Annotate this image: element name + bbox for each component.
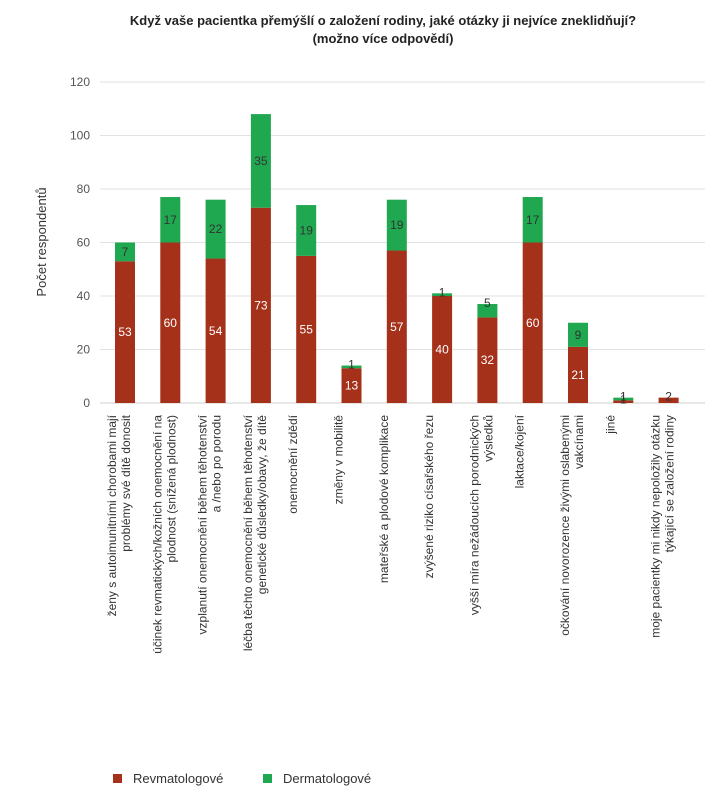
category-label: vzplanutí onemocnění během těhotenstvía … [196, 414, 224, 634]
data-label: 35 [254, 154, 268, 168]
bar-segment [432, 293, 453, 296]
data-label: 55 [300, 322, 314, 336]
data-label: 1 [620, 392, 627, 406]
svg-text:moje pacientky mi nikdy nepolo: moje pacientky mi nikdy nepoložily otázk… [649, 415, 677, 638]
data-label: 5 [484, 296, 491, 310]
bar-segment [477, 304, 498, 318]
legend-swatch [113, 774, 122, 783]
chart-title: Když vaše pacientka přemýšlí o založení … [130, 13, 636, 28]
data-label: 54 [209, 324, 223, 338]
bar-segment [341, 365, 362, 369]
data-label: 53 [118, 325, 132, 339]
category-label: očkování novorozence živými oslabenýmiva… [558, 415, 586, 636]
bar-segment [658, 397, 679, 403]
bar-segment [296, 205, 317, 256]
data-label: 57 [390, 320, 404, 334]
data-label: 17 [164, 213, 178, 227]
legend-label: Dermatologové [283, 771, 371, 786]
bar-segment [522, 242, 543, 403]
category-labels: ženy s autoimunitními chorobami majíprob… [105, 414, 677, 653]
y-tick-label: 80 [77, 182, 91, 196]
svg-text:zvýšené riziko císařského řezu: zvýšené riziko císařského řezu [422, 415, 436, 578]
bar-segment [250, 207, 271, 403]
bar-segment [205, 199, 226, 259]
bar-segment [386, 250, 407, 403]
bar-segment [613, 400, 634, 403]
data-label: 13 [345, 379, 359, 393]
bars [115, 114, 679, 403]
data-label: 9 [575, 328, 582, 342]
bar-segment [205, 258, 226, 403]
legend-label: Revmatologové [133, 771, 223, 786]
category-label: účinek revmatických/kožních onemocnění n… [150, 415, 178, 654]
legend-swatch [263, 774, 272, 783]
svg-text:očkování novorozence živými os: očkování novorozence živými oslabenýmiva… [558, 415, 586, 636]
category-label: jiné [603, 415, 617, 435]
data-labels: 53 7 60 17 54 22 73 35 55 19 13 1 57 19 40 1 32 5 60 17 21 9 1… [118, 154, 672, 406]
data-label: 17 [526, 213, 540, 227]
svg-text:jiné: jiné [603, 415, 617, 435]
bar-segment [160, 242, 181, 403]
data-label: 32 [481, 353, 495, 367]
category-label: ženy s autoimunitními chorobami majíprob… [105, 414, 133, 616]
svg-text:onemocnění zdědí: onemocnění zdědí [286, 414, 300, 513]
y-tick-labels: 0 20 40 60 80 100 120 [70, 75, 90, 410]
category-label: zvýšené riziko císařského řezu [422, 415, 436, 578]
bar-segment [386, 199, 407, 251]
data-label: 21 [571, 368, 585, 382]
svg-text:ženy s autoimunitními chorobam: ženy s autoimunitními chorobami majíprob… [105, 414, 133, 616]
data-label: 73 [254, 298, 268, 312]
bar-segment [296, 255, 317, 403]
bar-segment [432, 296, 453, 403]
data-label: 19 [300, 223, 314, 237]
data-label: 40 [435, 343, 449, 357]
data-label: 2 [665, 390, 672, 404]
data-label: 7 [122, 245, 129, 259]
data-label: 22 [209, 222, 223, 236]
data-label: 60 [526, 316, 540, 330]
category-label: laktace/kojení [513, 414, 527, 488]
data-label: 1 [620, 390, 627, 404]
category-label: mateřské a plodové komplikace [377, 415, 391, 583]
y-axis-label: Počet respondentů [34, 187, 49, 296]
svg-text:vzplanutí onemocnění během těh: vzplanutí onemocnění během těhotenstvía … [196, 414, 224, 634]
data-label: 19 [390, 218, 404, 232]
bar-segment [250, 114, 271, 208]
bar-segment [115, 242, 135, 262]
svg-text:léčba těchto onemocnění během: léčba těchto onemocnění během těhotenstv… [241, 414, 269, 651]
y-tick-label: 100 [70, 129, 90, 143]
data-label: 1 [439, 285, 446, 299]
svg-text:mateřské a plodové komplikace: mateřské a plodové komplikace [377, 415, 391, 583]
category-label: onemocnění zdědí [286, 414, 300, 513]
bar-segment [115, 261, 135, 403]
y-tick-label: 120 [70, 75, 90, 89]
bar-segment [477, 317, 498, 403]
svg-text:změny v mobilitě: změny v mobilitě [332, 415, 346, 505]
category-label: moje pacientky mi nikdy nepoložily otázk… [649, 415, 677, 638]
category-label: změny v mobilitě [332, 415, 346, 505]
svg-text:vyšší míra nežádoucích porodni: vyšší míra nežádoucích porodnickýchvýsle… [467, 415, 495, 615]
y-tick-label: 20 [77, 343, 91, 357]
y-tick-label: 40 [77, 289, 91, 303]
legend: Revmatologové Dermatologové [113, 771, 371, 786]
bar-segment [160, 197, 181, 243]
chart-subtitle: (možno více odpovědí) [313, 31, 454, 46]
data-label: 1 [348, 358, 355, 372]
bar-segment [522, 197, 543, 243]
bar-segment [341, 368, 362, 403]
bar-segment [568, 322, 588, 347]
bar-segment [568, 346, 588, 403]
svg-text:laktace/kojení: laktace/kojení [513, 414, 527, 488]
category-label: léčba těchto onemocnění během těhotenstv… [241, 414, 269, 651]
y-tick-label: 0 [83, 396, 90, 410]
data-label: 60 [164, 316, 178, 330]
category-label: vyšší míra nežádoucích porodnickýchvýsle… [467, 415, 495, 615]
svg-text:účinek revmatických/kožních on: účinek revmatických/kožních onemocnění n… [150, 415, 178, 654]
bar-segment [613, 397, 634, 401]
y-tick-label: 60 [77, 236, 91, 250]
